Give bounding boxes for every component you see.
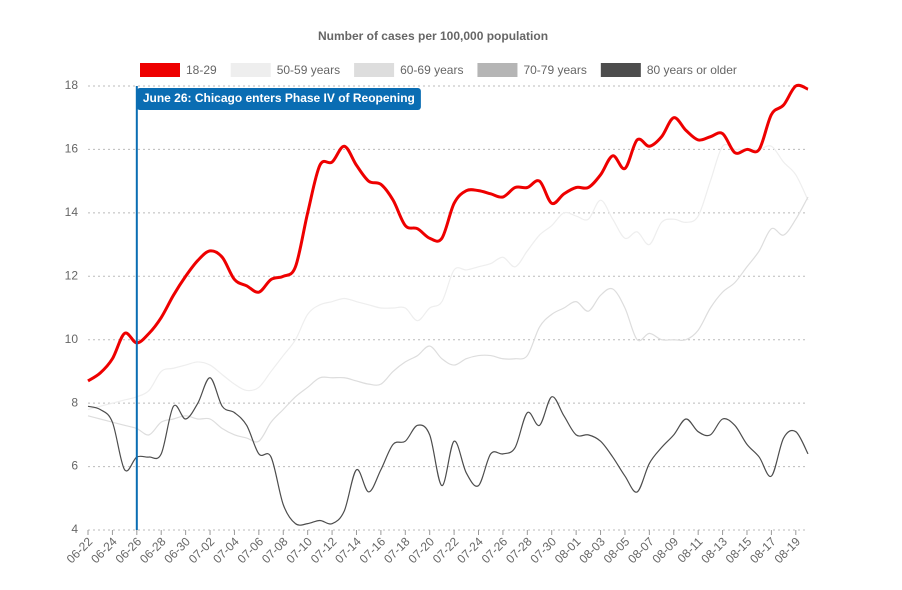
x-tick-label: 07-30 <box>527 534 559 566</box>
x-tick-label: 06-28 <box>137 534 169 566</box>
y-tick-label: 8 <box>71 395 78 409</box>
y-tick-label: 18 <box>65 78 79 92</box>
x-tick-label: 07-18 <box>381 534 413 566</box>
x-tick-label: 08-03 <box>576 534 608 566</box>
x-tick-label: 07-04 <box>210 534 242 566</box>
legend-swatch <box>230 63 271 77</box>
legend-label: 60-69 years <box>400 63 463 77</box>
legend-label: 18-29 <box>186 63 217 77</box>
y-tick-label: 10 <box>65 332 79 346</box>
series-line <box>87 83 809 383</box>
x-tick-label: 06-30 <box>161 534 193 566</box>
legend-swatch <box>600 63 641 77</box>
x-tick-label: 08-11 <box>675 534 706 565</box>
x-tick-label: 08-15 <box>723 534 755 566</box>
x-tick-label: 07-16 <box>357 534 389 566</box>
x-tick-label: 08-07 <box>625 534 657 566</box>
x-tick-label: 07-28 <box>503 534 535 566</box>
x-tick-label: 07-14 <box>332 534 364 566</box>
y-tick-label: 16 <box>65 142 79 156</box>
legend-label: 80 years or older <box>647 63 737 77</box>
annotation-box <box>136 88 421 110</box>
x-tick-label: 07-02 <box>186 534 218 566</box>
x-tick-label: 07-12 <box>308 534 340 566</box>
y-tick-label: 6 <box>71 459 78 473</box>
x-tick-label: 07-10 <box>283 534 315 566</box>
x-tick-label: 07-24 <box>454 534 486 566</box>
x-tick-label: 07-06 <box>235 534 267 566</box>
legend-swatch <box>354 63 395 77</box>
series-line <box>87 377 809 526</box>
y-tick-label: 12 <box>65 268 79 282</box>
x-tick-label: 07-08 <box>259 534 291 566</box>
chart-title: Number of cases per 100,000 population <box>318 29 548 43</box>
series-line <box>87 143 809 411</box>
x-tick-label: 06-26 <box>113 534 145 566</box>
x-tick-label: 07-22 <box>430 534 462 566</box>
x-tick-label: 08-05 <box>601 534 633 566</box>
x-tick-label: 08-19 <box>772 534 804 566</box>
x-tick-label: 07-26 <box>479 534 511 566</box>
y-tick-label: 14 <box>65 205 79 219</box>
legend-label: 50-59 years <box>277 63 340 77</box>
x-tick-label: 08-17 <box>747 534 779 566</box>
legend-label: 70-79 years <box>523 63 586 77</box>
series-line <box>87 196 809 443</box>
annotation-label: June 26: Chicago enters Phase IV of Reop… <box>143 91 415 105</box>
legend-swatch <box>477 63 518 77</box>
x-tick-label: 08-01 <box>552 534 584 566</box>
x-tick-label: 08-09 <box>650 534 682 566</box>
x-tick-label: 08-13 <box>698 534 730 566</box>
x-tick-label: 06-24 <box>88 534 120 566</box>
x-tick-label: 06-22 <box>64 534 96 566</box>
y-tick-label: 4 <box>71 522 78 536</box>
legend-swatch <box>140 63 180 77</box>
x-tick-label: 07-20 <box>405 534 437 566</box>
